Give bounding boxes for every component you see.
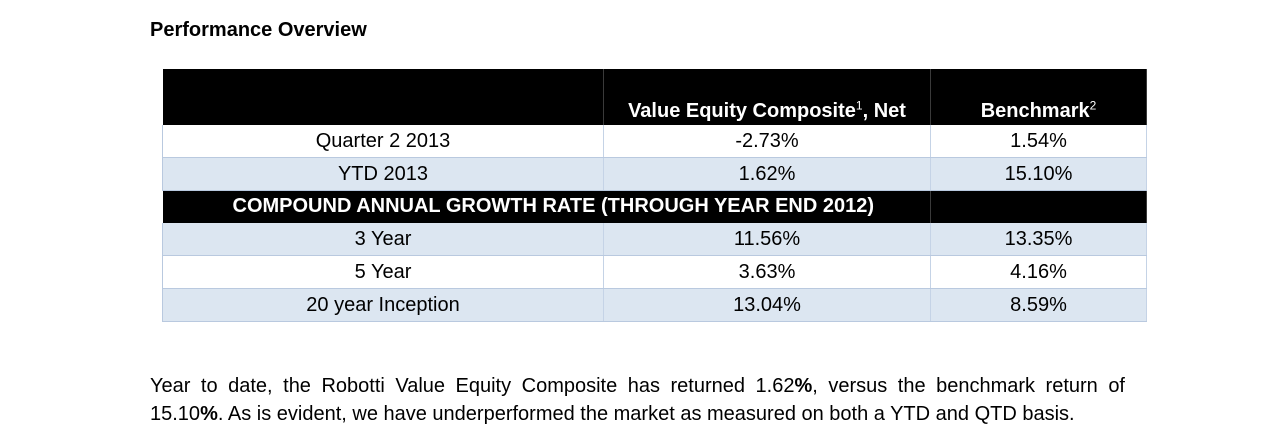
composite-cell: 1.62% (603, 157, 931, 191)
composite-cell: 11.56% (603, 223, 931, 256)
composite-cell: 3.63% (603, 255, 931, 289)
composite-cell: -2.73% (603, 125, 931, 158)
cagr-section-row: COMPOUND ANNUAL GROWTH RATE (THROUGH YEA… (162, 190, 1147, 223)
composite-cell: 13.04% (603, 288, 931, 322)
paragraph-percent-bold: % (200, 403, 218, 425)
benchmark-cell: 15.10% (930, 157, 1147, 191)
table-row: Quarter 2 2013 -2.73% 1.54% (162, 125, 1147, 158)
paragraph-line-2: 15.10%. As is evident, we have underperf… (150, 400, 1125, 428)
header-composite-label: Value Equity Composite (628, 100, 856, 122)
benchmark-cell: 1.54% (930, 125, 1147, 158)
header-benchmark-cell: Benchmark2 (930, 69, 1147, 125)
paragraph-text: . As is evident, we have underperformed … (217, 403, 1075, 425)
header-composite-cell: Value Equity Composite1, Net (603, 69, 931, 125)
paragraph-text: 15.10 (150, 403, 201, 425)
period-cell: YTD 2013 (162, 157, 604, 191)
period-cell: Quarter 2 2013 (162, 125, 604, 158)
period-cell: 5 Year (162, 255, 604, 289)
benchmark-cell: 13.35% (930, 223, 1147, 256)
paragraph-text: Year to date, the Robotti Value Equity C… (150, 375, 795, 397)
benchmark-cell: 4.16% (930, 255, 1147, 289)
table-row: YTD 2013 1.62% 15.10% (162, 157, 1147, 191)
header-benchmark-footnote: 2 (1089, 98, 1097, 113)
cagr-section-title: COMPOUND ANNUAL GROWTH RATE (THROUGH YEA… (232, 195, 875, 217)
header-benchmark-label: Benchmark (980, 100, 1090, 122)
period-cell: 20 year Inception (162, 288, 604, 322)
header-composite-footnote: 1 (855, 98, 863, 113)
header-composite-suffix: , Net (862, 100, 906, 122)
cagr-section-cell: COMPOUND ANNUAL GROWTH RATE (THROUGH YEA… (162, 190, 931, 223)
paragraph-text: , versus the benchmark return of (812, 375, 1125, 397)
header-period-cell (162, 69, 604, 125)
table-row: 3 Year 11.56% 13.35% (162, 223, 1147, 256)
paragraph-line-1: Year to date, the Robotti Value Equity C… (150, 372, 1125, 400)
table-row: 5 Year 3.63% 4.16% (162, 255, 1147, 289)
benchmark-cell: 8.59% (930, 288, 1147, 322)
table-row: 20 year Inception 13.04% 8.59% (162, 288, 1147, 322)
table-header-row: Value Equity Composite1, Net Benchmark2 (162, 69, 1147, 125)
page-heading: Performance Overview (150, 19, 367, 41)
period-cell: 3 Year (162, 223, 604, 256)
cagr-section-empty-cell (930, 190, 1147, 223)
performance-table: Value Equity Composite1, Net Benchmark2 … (162, 69, 1147, 322)
paragraph-percent-bold: % (794, 375, 813, 397)
